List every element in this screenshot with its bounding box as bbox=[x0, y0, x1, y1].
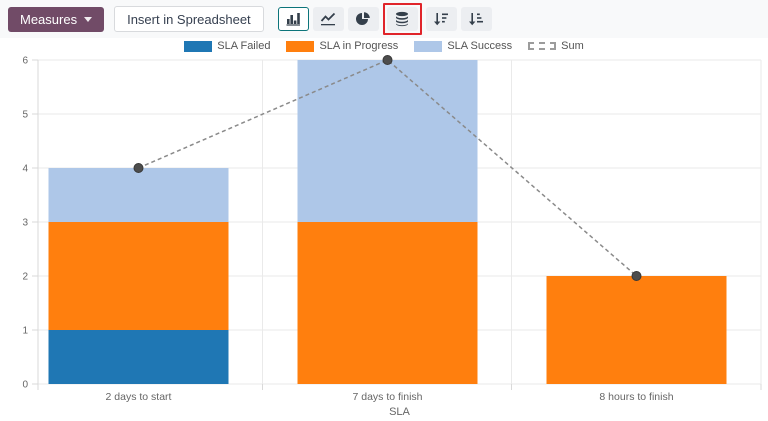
sum-marker[interactable] bbox=[382, 55, 393, 65]
chart-legend: SLA Failed SLA in Progress SLA Success Sum bbox=[0, 40, 768, 52]
bar-segment[interactable] bbox=[297, 60, 478, 222]
sort-ascending-icon bbox=[469, 13, 484, 26]
chart-area: SLA Failed SLA in Progress SLA Success Sum … bbox=[0, 38, 768, 421]
y-tick-label: 0 bbox=[22, 380, 28, 391]
y-tick-label: 4 bbox=[22, 164, 28, 175]
bar-segment[interactable] bbox=[48, 168, 229, 222]
sort-ascending-button[interactable] bbox=[460, 7, 492, 31]
caret-down-icon bbox=[84, 16, 93, 22]
line-chart-icon bbox=[320, 12, 336, 26]
bar-segment[interactable] bbox=[297, 222, 478, 384]
pie-chart-button[interactable] bbox=[347, 7, 379, 31]
x-category-label: 2 days to start bbox=[106, 391, 172, 403]
measures-button-label: Measures bbox=[20, 11, 78, 27]
legend-item[interactable]: SLA in Progress bbox=[286, 40, 398, 52]
legend-label: Sum bbox=[561, 40, 584, 52]
annotation-highlight bbox=[382, 3, 422, 35]
legend-label: SLA in Progress bbox=[319, 40, 399, 52]
y-tick-label: 2 bbox=[22, 272, 28, 283]
chart-type-button-group bbox=[277, 3, 492, 35]
x-category-label: 7 days to finish bbox=[352, 391, 422, 403]
sort-descending-button[interactable] bbox=[425, 7, 457, 31]
legend-swatch bbox=[414, 40, 443, 52]
bar-chart-button[interactable] bbox=[277, 7, 309, 31]
x-axis-title: SLA bbox=[389, 406, 410, 418]
sum-marker[interactable] bbox=[631, 271, 642, 281]
stacked-icon bbox=[396, 11, 409, 27]
sum-line bbox=[138, 59, 637, 277]
y-tick-label: 1 bbox=[22, 326, 28, 337]
insert-in-spreadsheet-button[interactable]: Insert in Spreadsheet bbox=[114, 6, 264, 32]
sum-marker[interactable] bbox=[133, 163, 144, 173]
pie-chart-icon bbox=[356, 12, 370, 25]
y-tick-label: 5 bbox=[22, 110, 28, 121]
legend-swatch bbox=[528, 42, 557, 50]
x-category-label: 8 hours to finish bbox=[599, 391, 673, 403]
toolbar: Measures Insert in Spreadsheet bbox=[0, 0, 768, 38]
stacked-toggle-button[interactable] bbox=[386, 7, 418, 31]
y-tick-label: 6 bbox=[22, 56, 28, 67]
bar-chart-icon bbox=[286, 13, 301, 26]
legend-swatch bbox=[286, 40, 315, 52]
legend-item[interactable]: SLA Success bbox=[414, 40, 512, 52]
y-tick-label: 3 bbox=[22, 218, 28, 229]
bar-segment[interactable] bbox=[48, 222, 229, 330]
measures-button[interactable]: Measures bbox=[8, 6, 105, 32]
stacked-bar-chart[interactable]: 0 1 2 3 4 5 6 2 days to start 7 days to finish 8 … bbox=[0, 38, 768, 421]
bar-segment[interactable] bbox=[48, 330, 229, 384]
legend-label: SLA Failed bbox=[217, 40, 271, 52]
bar-segment[interactable] bbox=[546, 276, 727, 384]
line-chart-button[interactable] bbox=[312, 7, 344, 31]
legend-label: SLA Success bbox=[447, 40, 513, 52]
legend-swatch bbox=[184, 40, 213, 52]
legend-item[interactable]: Sum bbox=[528, 40, 584, 52]
sort-descending-icon bbox=[434, 13, 449, 26]
legend-item[interactable]: SLA Failed bbox=[184, 40, 270, 52]
